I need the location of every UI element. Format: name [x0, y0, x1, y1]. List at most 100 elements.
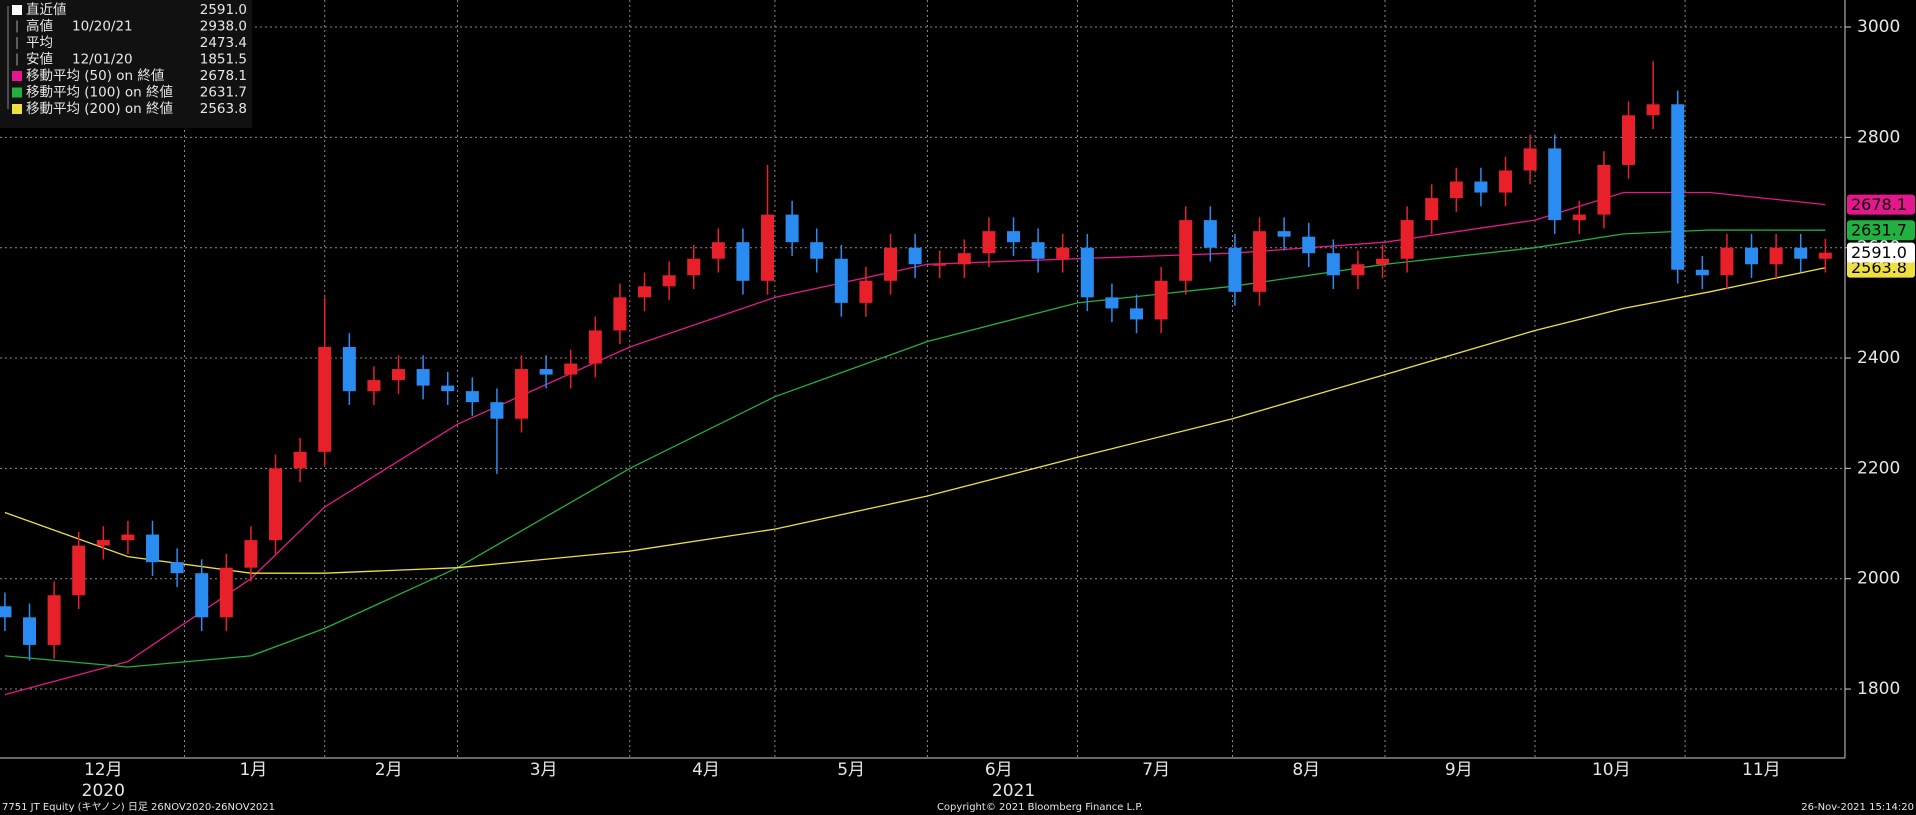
x-tick-label: 11月 — [1742, 760, 1781, 780]
candle-body — [1154, 280, 1168, 320]
ma-price-tag-bg — [1847, 220, 1915, 241]
candle-body — [1302, 236, 1316, 254]
candle-body — [342, 347, 356, 392]
candle-body — [1080, 247, 1094, 298]
legend-label: 安値 — [26, 52, 53, 68]
candle-body — [318, 347, 332, 452]
candle-body — [1031, 242, 1045, 259]
legend-label: 移動平均 (50) on 終値 — [26, 68, 164, 84]
candle-body — [1400, 220, 1414, 259]
candle-body — [96, 540, 110, 546]
candle-body — [367, 380, 381, 392]
candle-body — [908, 247, 922, 265]
legend-marker — [12, 104, 22, 114]
moving-average-line — [4, 191, 1826, 696]
candle-body — [146, 534, 160, 563]
legend-value: 2591.0 — [200, 2, 247, 18]
candle-body — [195, 573, 209, 618]
year-label: 2020 — [82, 781, 125, 801]
candle-body — [244, 540, 258, 568]
candle-body — [859, 280, 873, 303]
ma-price-tag-bg — [1847, 257, 1915, 278]
candle-body — [785, 214, 799, 243]
legend-value: 2563.8 — [200, 101, 247, 117]
candle-body — [1523, 148, 1537, 171]
candle-body — [1425, 198, 1439, 221]
candle-body — [219, 567, 233, 618]
candle-body — [490, 402, 504, 419]
legend-value: 2631.7 — [200, 85, 247, 101]
last-price-tag-bg — [1847, 242, 1915, 263]
candle-body — [662, 275, 676, 287]
candle-body — [1277, 231, 1291, 237]
candle-body — [761, 214, 775, 281]
candle-body — [884, 247, 898, 281]
x-tick-label: 9月 — [1445, 760, 1473, 780]
ma-price-tag: 2678.1 — [1851, 195, 1907, 214]
x-tick-label: 1月 — [239, 760, 267, 780]
legend-date: 10/20/21 — [72, 19, 133, 35]
y-tick-label: 2400 — [1857, 348, 1900, 368]
moving-average-line — [4, 229, 1826, 668]
candle-body — [1769, 247, 1783, 265]
legend-marker — [12, 71, 22, 81]
x-tick-label: 8月 — [1292, 760, 1320, 780]
candle-body — [1572, 214, 1586, 221]
candle-body — [416, 369, 430, 386]
x-tick-label: 7月 — [1142, 760, 1170, 780]
moving-average-line — [4, 267, 1826, 574]
candle-body — [588, 330, 602, 364]
year-label: 2021 — [992, 781, 1035, 801]
x-tick-label: 10月 — [1592, 760, 1631, 780]
candle-body — [72, 545, 86, 596]
candle-body — [1818, 252, 1832, 259]
candle-body — [1007, 231, 1021, 243]
candle-body — [613, 297, 627, 331]
candle-body — [1105, 297, 1119, 309]
y-tick-label: 2800 — [1857, 127, 1900, 147]
candle-body — [957, 253, 971, 265]
x-tick-label: 5月 — [837, 760, 865, 780]
candle-body — [47, 595, 61, 645]
candle-body — [1499, 170, 1513, 193]
candle-body — [1449, 181, 1463, 199]
candle-body — [1179, 220, 1193, 281]
candle-body — [638, 286, 652, 298]
y-tick-label: 3000 — [1857, 17, 1900, 37]
candle-body — [834, 258, 848, 303]
candle-body — [1745, 247, 1759, 265]
candle-body — [1228, 247, 1242, 292]
x-tick-label: 12月 — [84, 760, 123, 780]
candle-body — [1253, 231, 1267, 292]
candle-body — [293, 451, 307, 469]
candle-body — [121, 534, 135, 541]
legend-value: 2938.0 — [200, 19, 247, 35]
candle-body — [1597, 164, 1611, 215]
candle-body — [269, 468, 283, 541]
candle-body — [1474, 181, 1488, 193]
legend-label: 直近値 — [26, 2, 67, 18]
footer-center: Copyright© 2021 Bloomberg Finance L.P. — [937, 802, 1143, 813]
last-price-tag: 2591.0 — [1851, 243, 1907, 262]
legend-bg — [0, 0, 252, 128]
candle-body — [1056, 247, 1070, 259]
ma-price-tag: 2631.7 — [1851, 221, 1907, 240]
candle-body — [1794, 247, 1808, 259]
legend-label: 移動平均 (200) on 終値 — [26, 101, 173, 117]
candle-body — [1351, 264, 1365, 276]
candle-body — [515, 369, 529, 419]
footer-right: 26-Nov-2021 15:14:20 — [1801, 802, 1914, 813]
candle-body — [1720, 247, 1734, 276]
x-tick-label: 2月 — [375, 760, 403, 780]
legend-value: 1851.5 — [200, 52, 247, 68]
candle-body — [1130, 308, 1144, 320]
candle-body — [441, 385, 455, 392]
legend-marker — [12, 87, 22, 98]
legend-marker — [12, 5, 22, 15]
legend-value: 2678.1 — [200, 68, 247, 84]
y-tick-label: 2200 — [1857, 458, 1900, 478]
candle-body — [392, 369, 406, 381]
legend-label: 平均 — [26, 35, 53, 51]
